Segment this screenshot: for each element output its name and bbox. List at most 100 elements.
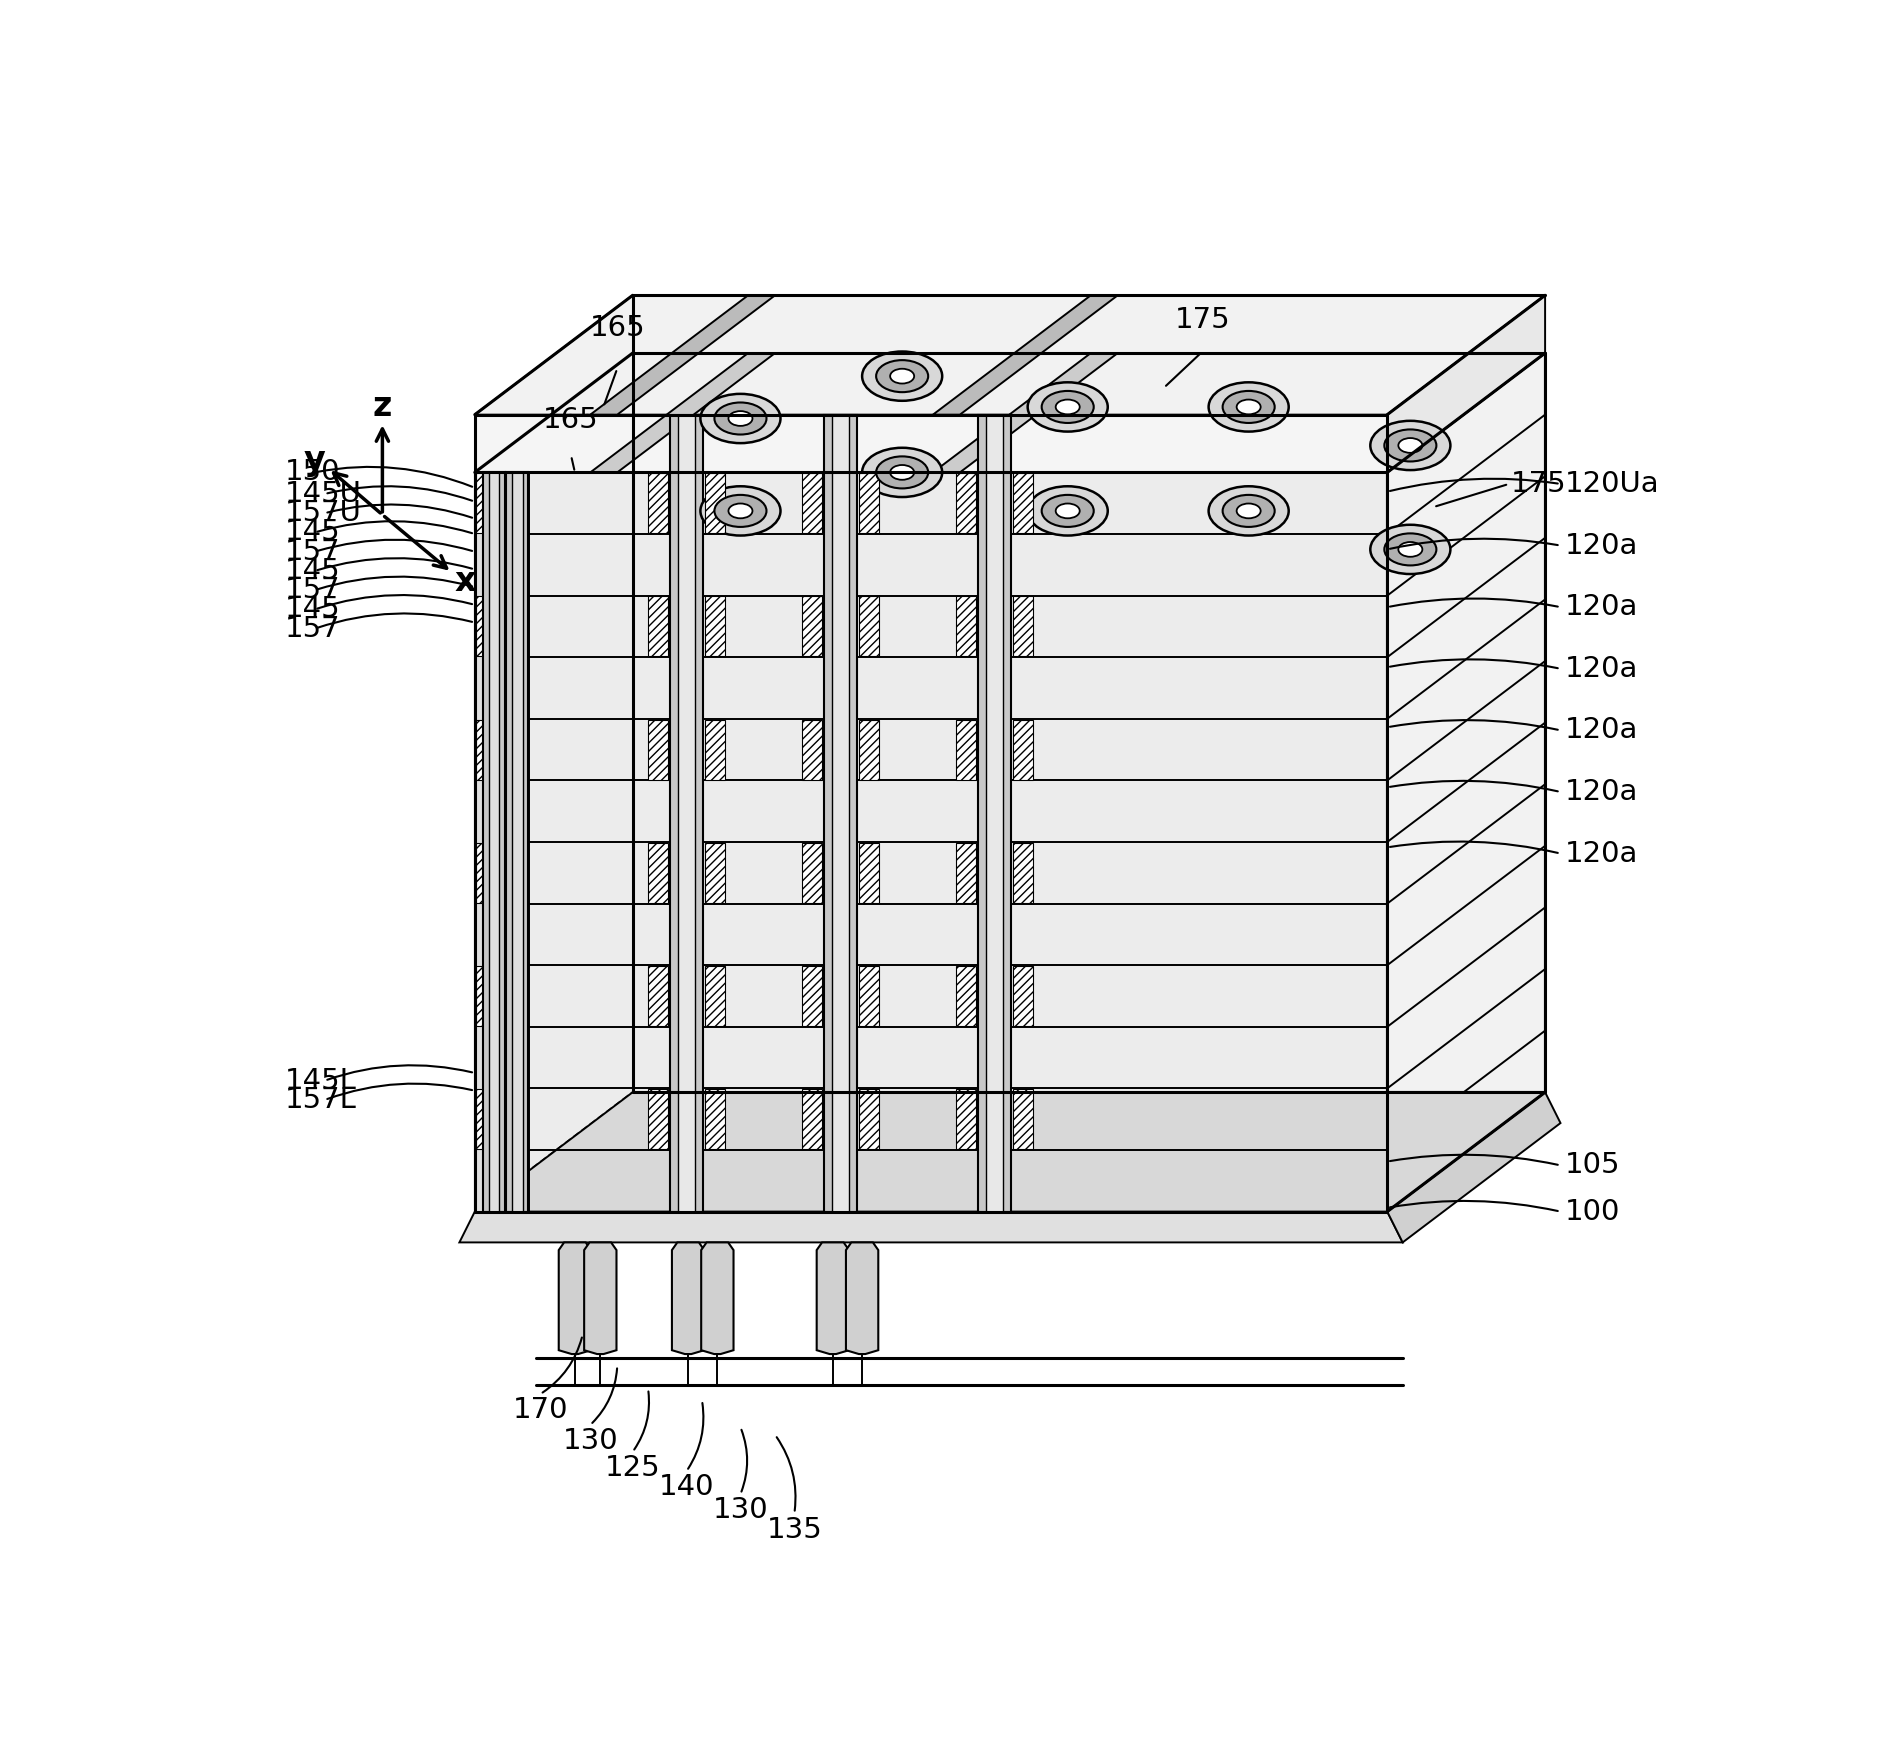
- Polygon shape: [1013, 842, 1033, 902]
- Polygon shape: [956, 474, 977, 534]
- Polygon shape: [858, 1090, 879, 1150]
- Text: 120a: 120a: [1564, 593, 1637, 621]
- Text: 170: 170: [512, 1397, 568, 1425]
- Text: y: y: [303, 444, 326, 477]
- Polygon shape: [591, 353, 775, 472]
- Text: 145: 145: [284, 518, 341, 546]
- Ellipse shape: [1208, 486, 1289, 535]
- Polygon shape: [647, 842, 668, 902]
- Polygon shape: [474, 353, 1545, 472]
- Polygon shape: [632, 353, 1545, 1092]
- Polygon shape: [933, 353, 1118, 472]
- Polygon shape: [858, 842, 879, 902]
- Polygon shape: [476, 842, 482, 902]
- Polygon shape: [706, 842, 725, 902]
- Polygon shape: [647, 1090, 668, 1150]
- Text: x: x: [455, 565, 476, 598]
- Text: 150: 150: [284, 458, 341, 486]
- Ellipse shape: [1385, 534, 1436, 565]
- Polygon shape: [802, 842, 822, 902]
- Polygon shape: [512, 472, 523, 1211]
- Ellipse shape: [1398, 439, 1423, 453]
- Polygon shape: [1013, 597, 1033, 656]
- Ellipse shape: [1398, 542, 1423, 556]
- Polygon shape: [956, 965, 977, 1027]
- Polygon shape: [858, 474, 879, 534]
- Ellipse shape: [1223, 391, 1274, 423]
- Text: 125: 125: [604, 1455, 661, 1483]
- Text: 157U: 157U: [284, 498, 361, 526]
- Polygon shape: [1387, 295, 1545, 472]
- Ellipse shape: [728, 411, 753, 426]
- Polygon shape: [1013, 965, 1033, 1027]
- Polygon shape: [506, 472, 529, 1211]
- Ellipse shape: [1041, 495, 1093, 526]
- Polygon shape: [802, 720, 822, 779]
- Ellipse shape: [890, 465, 915, 479]
- Text: 157L: 157L: [284, 1086, 356, 1114]
- Ellipse shape: [700, 486, 781, 535]
- Polygon shape: [956, 842, 977, 902]
- Ellipse shape: [1236, 400, 1261, 414]
- Ellipse shape: [728, 504, 753, 518]
- Polygon shape: [858, 965, 879, 1027]
- Ellipse shape: [1236, 504, 1261, 518]
- Text: 120a: 120a: [1564, 655, 1637, 683]
- Text: 130: 130: [713, 1497, 768, 1525]
- Polygon shape: [474, 472, 1387, 1211]
- Polygon shape: [1387, 353, 1545, 1211]
- Ellipse shape: [1370, 525, 1451, 574]
- Polygon shape: [670, 414, 704, 1211]
- Polygon shape: [706, 597, 725, 656]
- Polygon shape: [672, 1243, 704, 1355]
- Text: 135: 135: [766, 1516, 822, 1544]
- Polygon shape: [845, 1243, 879, 1355]
- Polygon shape: [591, 295, 775, 414]
- Polygon shape: [832, 414, 849, 1211]
- Ellipse shape: [1223, 495, 1274, 526]
- Text: 157: 157: [284, 576, 341, 604]
- Polygon shape: [706, 720, 725, 779]
- Polygon shape: [476, 474, 482, 534]
- Polygon shape: [706, 965, 725, 1027]
- Polygon shape: [802, 474, 822, 534]
- Text: 157: 157: [284, 537, 341, 565]
- Text: 145: 145: [284, 556, 341, 584]
- Polygon shape: [476, 597, 482, 656]
- Polygon shape: [986, 414, 1003, 1211]
- Polygon shape: [459, 1211, 1402, 1243]
- Text: 120a: 120a: [1564, 839, 1637, 867]
- Text: 120a: 120a: [1564, 777, 1637, 806]
- Ellipse shape: [890, 369, 915, 384]
- Text: z: z: [373, 390, 391, 423]
- Text: 157: 157: [284, 614, 341, 642]
- Ellipse shape: [1370, 421, 1451, 470]
- Ellipse shape: [715, 495, 766, 526]
- Polygon shape: [678, 414, 694, 1211]
- Polygon shape: [474, 1092, 1545, 1211]
- Polygon shape: [1013, 474, 1033, 534]
- Text: 140: 140: [659, 1474, 715, 1501]
- Ellipse shape: [877, 456, 928, 488]
- Polygon shape: [647, 965, 668, 1027]
- Polygon shape: [802, 965, 822, 1027]
- Polygon shape: [702, 1243, 734, 1355]
- Ellipse shape: [1056, 400, 1080, 414]
- Polygon shape: [476, 965, 482, 1027]
- Polygon shape: [559, 1243, 591, 1355]
- Polygon shape: [1387, 1092, 1560, 1243]
- Text: 145L: 145L: [284, 1067, 356, 1095]
- Polygon shape: [476, 1090, 482, 1150]
- Ellipse shape: [862, 351, 943, 400]
- Polygon shape: [647, 720, 668, 779]
- Text: 120a: 120a: [1564, 716, 1637, 744]
- Text: 120Ua: 120Ua: [1564, 470, 1658, 498]
- Polygon shape: [706, 1090, 725, 1150]
- Ellipse shape: [1041, 391, 1093, 423]
- Polygon shape: [956, 720, 977, 779]
- Text: 130: 130: [563, 1427, 617, 1455]
- Ellipse shape: [1028, 486, 1108, 535]
- Ellipse shape: [715, 402, 766, 435]
- Polygon shape: [802, 597, 822, 656]
- Ellipse shape: [1385, 430, 1436, 462]
